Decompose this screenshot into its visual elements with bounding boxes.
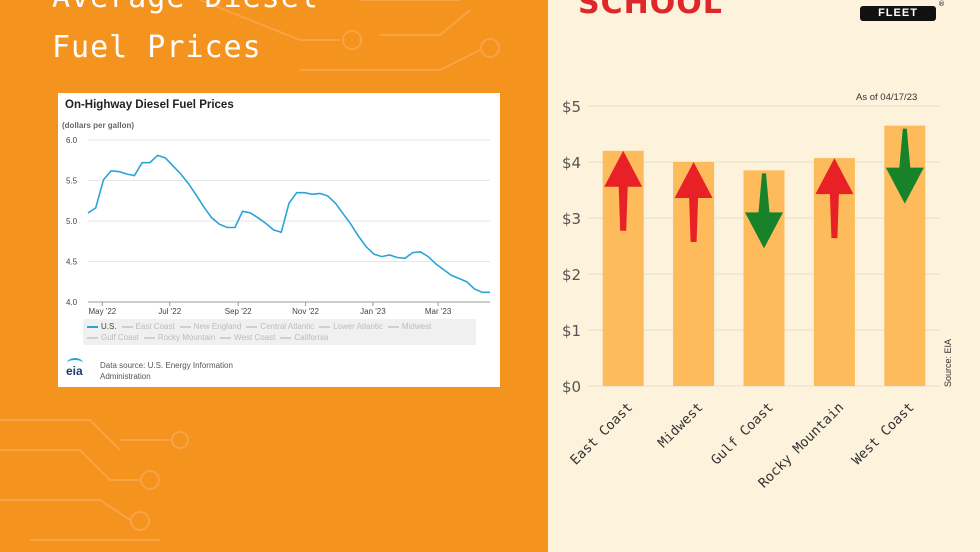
x-tick-label: Sep '22 — [225, 307, 252, 316]
down-arrow-icon — [885, 128, 924, 204]
up-arrow-icon — [815, 158, 854, 239]
brand-fleet-badge: FLEET — [860, 6, 936, 21]
y-tick-label: 4.5 — [66, 258, 78, 267]
x-tick-label: Jan '23 — [360, 307, 386, 316]
y-tick-label: $5 — [562, 98, 581, 116]
eia-chart-units: (dollars per gallon) — [62, 121, 135, 130]
eia-source-note: Data source: U.S. Energy Information Adm… — [100, 361, 233, 381]
legend-label: Rocky Mountain — [157, 333, 216, 342]
legend-label: West Coast — [234, 333, 276, 342]
legend-swatch — [87, 337, 98, 339]
legend-swatch — [246, 326, 258, 328]
circuit-line — [0, 499, 131, 521]
legend-swatch — [220, 337, 232, 339]
legend-swatch — [87, 326, 98, 328]
y-tick-label: 6.0 — [66, 136, 78, 145]
circuit-node — [480, 38, 500, 58]
legend-item[interactable]: East Coast — [121, 321, 175, 332]
circuit-line — [0, 419, 121, 451]
legend-label: Lower Atlantic — [333, 322, 383, 331]
legend-swatch — [319, 326, 331, 328]
series-line-us — [87, 154, 490, 294]
legend-swatch — [387, 326, 399, 328]
circuit-line — [199, 0, 340, 41]
category-label: West Coast — [849, 400, 918, 469]
circuit-node — [342, 30, 362, 50]
legend-swatch — [179, 326, 191, 328]
left-panel: Average Diesel Fuel Prices On-Highway Di… — [0, 0, 500, 541]
eia-logo-arc — [67, 358, 83, 368]
legend-item[interactable]: Central Atlantic — [246, 321, 314, 332]
legend-swatch — [143, 337, 155, 339]
eia-line-chart: 4.0 4.5 5.0 5.5 6.0 May '22 Jul '22 Sep '22 Nov … — [66, 136, 490, 316]
category-label: Gulf Coast — [708, 400, 777, 469]
y-tick-label: $4 — [562, 154, 581, 172]
x-tick-label: Mar '23 — [425, 307, 452, 316]
legend-label: Central Atlantic — [260, 322, 315, 331]
category-label: East Coast — [567, 400, 636, 469]
eia-legend: U.S. East Coast New England Central Atlanti… — [83, 319, 476, 345]
x-tick-label: May '22 — [88, 307, 116, 316]
registered-mark: ® — [938, 0, 945, 8]
circuit-line — [380, 9, 471, 36]
circuit-line — [300, 49, 481, 71]
legend-label: East Coast — [135, 322, 175, 331]
headline-line-1: Average Diesel — [52, 0, 319, 15]
as-of-date: As of 04/17/23 — [856, 92, 918, 103]
source-note: Source: EIA — [943, 338, 953, 387]
headline-line-2: Fuel Prices — [52, 30, 262, 65]
legend-label: U.S. — [101, 322, 117, 331]
eia-chart-title: On-Highway Diesel Fuel Prices — [65, 99, 234, 111]
brand-logo: SCHOOL — [578, 0, 723, 21]
legend-swatch — [121, 326, 133, 328]
y-tick-label: 4.0 — [66, 298, 78, 307]
y-tick-label: $0 — [562, 378, 581, 396]
circuit-node — [140, 470, 160, 490]
eia-chart-card: On-Highway Diesel Fuel Prices (dollars p… — [58, 93, 500, 387]
legend-label: New England — [193, 322, 242, 331]
legend-item[interactable]: U.S. — [87, 321, 117, 332]
right-panel: SCHOOL FLEET ® $0 $1 $2 $3 $4 $5 East Coast Mid… — [548, 0, 980, 552]
circuit-node — [171, 431, 189, 449]
legend-label: Gulf Coast — [101, 333, 139, 342]
x-tick-label: Nov '22 — [292, 307, 319, 316]
y-tick-label: 5.0 — [66, 217, 78, 226]
down-arrow-icon — [745, 173, 783, 249]
legend-swatch — [280, 337, 292, 339]
y-tick-label: 5.5 — [66, 177, 78, 186]
legend-item[interactable]: Midwest — [387, 321, 432, 332]
y-tick-label: $1 — [562, 322, 581, 340]
up-arrow-icon — [604, 150, 643, 231]
legend-item[interactable]: Gulf Coast — [87, 332, 139, 343]
legend-label: California — [294, 333, 329, 342]
legend-item[interactable]: New England — [179, 321, 242, 332]
circuit-node — [130, 511, 150, 531]
legend-item[interactable]: Lower Atlantic — [319, 321, 383, 332]
legend-item[interactable]: Rocky Mountain — [143, 332, 216, 343]
up-arrow-icon — [674, 162, 713, 242]
legend-label: Midwest — [401, 322, 432, 331]
y-tick-label: $2 — [562, 266, 581, 284]
circuit-decoration — [0, 0, 500, 541]
y-tick-label: $3 — [562, 210, 581, 228]
x-tick-label: Jul '22 — [158, 307, 181, 316]
circuit-line — [0, 449, 140, 481]
category-label: Midwest — [655, 400, 707, 452]
legend-item[interactable]: California — [280, 332, 328, 343]
legend-item[interactable]: West Coast — [220, 332, 275, 343]
eia-logo: eia — [66, 364, 83, 378]
